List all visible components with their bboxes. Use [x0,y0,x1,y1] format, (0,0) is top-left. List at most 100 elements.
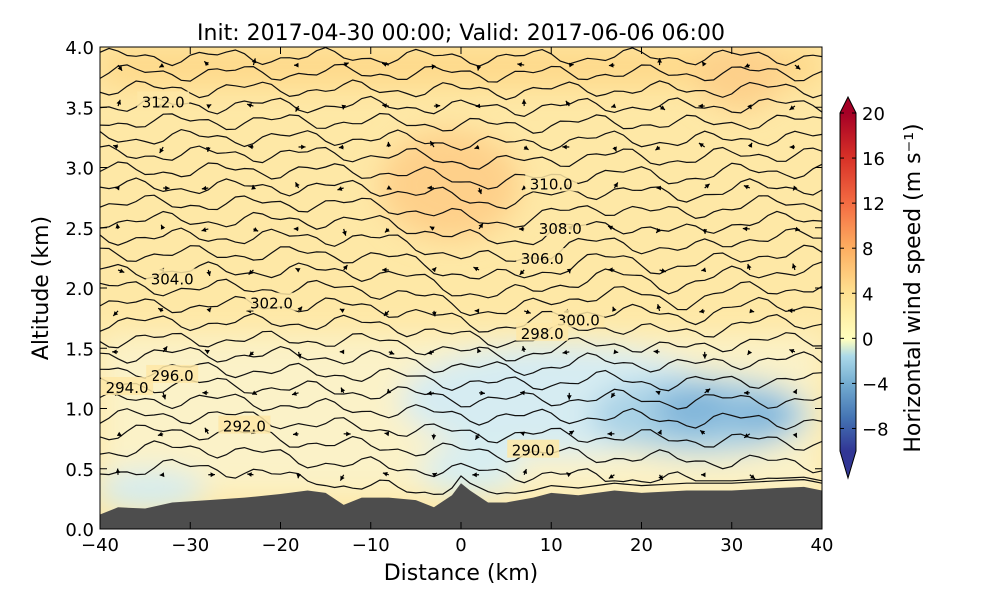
wind-vector-head [431,311,437,317]
wind-vector-head [566,395,572,400]
wind-vector-head [340,475,345,481]
contour-label-bg [516,248,569,267]
theta-contour-line [100,161,822,190]
theta-contour-line [100,95,822,118]
wind-vector-head [248,269,254,275]
colorbar-tick-label: −4 [862,374,889,395]
colorbar: 20 16 12 8 4 0 −4 −8 Horizontal wind speed (m s… [839,95,926,480]
theta-contour-line [100,377,822,410]
contour-label: 296.0 [151,367,194,385]
wind-vector-head [382,267,387,273]
wind-vector-head [473,267,479,272]
wind-vector-head [478,223,483,229]
wind-vector-head [386,388,392,394]
wind-vector-head [608,474,614,479]
wind-vector-head [613,349,619,355]
wind-vector-head [611,103,617,108]
contour-label-bg [137,91,190,110]
wind-vector-head [701,267,707,273]
wind-vector-head [795,64,801,70]
contour-label-bg [101,377,154,396]
wind-vector-head [116,99,121,105]
wind-vector-head [204,349,210,355]
wind-vector-head [386,185,392,190]
wind-vector-head [340,387,346,393]
wind-vector-head [562,349,568,355]
wind-vector-head [382,103,387,109]
wind-vector-head [251,58,257,64]
wind-vector-head [612,146,617,152]
contour-label: 310.0 [530,175,573,193]
wind-vector-head [339,349,345,355]
x-tick-label: −30 [171,535,209,556]
wind-vector-head [525,309,531,314]
wind-vector-head [522,469,527,474]
colorbar-tick-label: 8 [862,239,873,260]
wind-vector-head [657,429,662,435]
colorbar-tick-label: 20 [862,104,885,125]
contour-labels: 312.0310.0308.0306.0304.0302.0300.0298.0… [101,91,605,460]
y-tick-label: 4.0 [65,38,94,59]
wind-speed-shading [100,47,822,510]
theta-contour-line [100,47,822,67]
wind-vector-head [342,230,347,236]
contour-label: 294.0 [106,379,149,397]
theta-contour-line [100,278,822,317]
wind-vector-head [162,346,168,352]
wind-vector-head [206,271,212,276]
wind-vector-head [431,64,437,70]
wind-vector-head [431,267,437,273]
wind-vector-head [206,307,212,313]
wind-vector-head [293,431,298,437]
wind-vector-head [115,185,120,191]
terrain [100,483,822,529]
contour-label-bg [525,173,578,192]
wind-vector-head [338,144,344,150]
wind-vector-head [247,103,252,108]
wind-vector-head [608,267,613,273]
theta-contour-line [100,361,822,392]
wind-vector-head [608,62,614,68]
wind-shade-neg-core-1 [655,388,735,432]
wind-vector-head [699,308,704,314]
contour-label-bg [218,415,271,434]
y-axis-label: Altitude (km) [29,216,54,360]
wind-vector-head [158,308,164,313]
wind-vector-head [295,106,300,112]
wind-vector-head [294,62,299,68]
x-axis: −40 −30 −20 −10 0 10 20 30 40 [81,47,833,556]
wind-vector-head [661,268,666,273]
wind-vector-head [742,226,748,232]
wind-vector-head [743,185,749,190]
wind-vector-head [747,142,753,148]
wind-vector-head [702,61,707,67]
theta-contour-line [100,63,822,83]
wind-vector-head [701,472,706,478]
wind-shade-surface-mid [420,445,520,495]
colorbar-ticks: 20 16 12 8 4 0 −4 −8 [840,104,889,440]
wind-vector-head [520,431,525,437]
x-tick-label: 40 [811,535,834,556]
wind-vector-head [205,147,211,152]
wind-vector-head [655,145,661,151]
y-tick-label: 0.5 [65,460,94,481]
wind-vector-head [744,63,750,68]
wind-vector-head [521,99,527,104]
wind-vector-head [296,473,301,479]
wind-vector-head [429,226,435,231]
wind-vector-head [656,185,661,191]
wind-vector-head [159,472,165,478]
wind-vector-head [476,65,482,71]
colorbar-label: Horizontal wind speed (m s⁻¹) [901,123,926,452]
wind-vector-head [249,351,254,356]
wind-vector-head [698,103,703,109]
wind-vector-head [747,350,753,355]
chart-title: Init: 2017-04-30 00:00; Valid: 2017-06-0… [197,21,725,46]
wind-vector-head [702,229,708,234]
contour-label-bg [534,217,587,236]
contour-label-bg [507,439,560,458]
y-tick-label: 2.0 [65,279,94,300]
wind-vector-head [251,184,256,190]
x-axis-label: Distance (km) [384,561,539,586]
wind-vector-head [113,311,119,316]
